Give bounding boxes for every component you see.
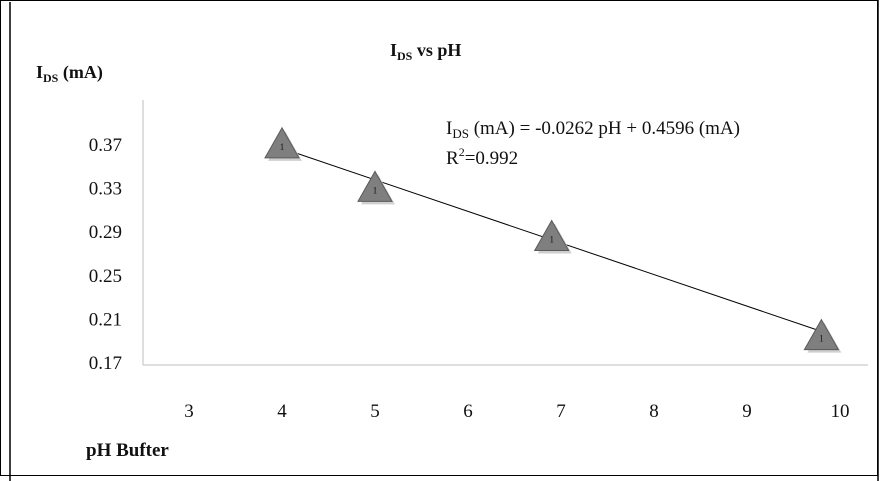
x-tick-label: 3	[184, 401, 194, 422]
x-tick-label: 8	[649, 401, 659, 422]
y-tick-label: 0.21	[89, 309, 122, 330]
y-tick-label: 0.25	[89, 266, 122, 287]
marker-label: 1	[549, 234, 554, 244]
ylabel-rest: (mA)	[58, 62, 102, 83]
r2-rest: =0.992	[465, 148, 518, 169]
trendline-equation: IDS (mA) = -0.0262 pH + 0.4596 (mA)	[446, 118, 740, 141]
eq-main: I	[446, 118, 452, 139]
x-tick-label: 9	[742, 401, 752, 422]
x-axis-label: pH Bufter	[86, 440, 169, 461]
marker-triangle	[357, 170, 393, 202]
eq-sub: DS	[452, 126, 469, 141]
y-tick-label: 0.29	[89, 222, 122, 243]
marker-triangle	[264, 126, 300, 159]
marker-label: 1	[280, 142, 285, 152]
title-rest: vs pH	[412, 40, 461, 60]
chart-title: IDS vs pH	[390, 40, 461, 63]
y-tick-label: 0.33	[89, 179, 122, 200]
x-tick-label: 6	[463, 401, 473, 422]
title-sub: DS	[397, 49, 413, 63]
marker-triangle	[803, 318, 840, 351]
y-axis-label: IDS (mA)	[36, 62, 103, 85]
data-point: 1	[533, 219, 572, 254]
x-tick-labels: 3 4 5 6 7 8 9 10	[184, 401, 849, 422]
r-squared: R2=0.992	[446, 145, 518, 169]
y-tick-label: 0.37	[89, 135, 122, 156]
x-tick-label: 10	[831, 401, 850, 422]
eq-rest: (mA) = -0.0262 pH + 0.4596 (mA)	[469, 118, 740, 139]
data-points: 1 1 1 1	[264, 126, 842, 353]
r2-sup: 2	[459, 145, 465, 159]
y-tick-labels: 0.37 0.33 0.29 0.25 0.21 0.17	[89, 135, 122, 374]
marker-label: 1	[819, 334, 824, 344]
r2-prefix: R	[446, 148, 459, 169]
marker-triangle	[533, 219, 570, 251]
x-tick-label: 7	[556, 401, 566, 422]
data-point: 1	[264, 126, 302, 161]
y-tick-label: 0.17	[89, 353, 122, 374]
ylabel-sub: DS	[43, 71, 59, 85]
data-point: 1	[803, 318, 842, 353]
x-tick-label: 5	[370, 401, 380, 422]
title-main: I	[390, 40, 397, 60]
marker-label: 1	[373, 185, 378, 195]
ylabel-main: I	[36, 62, 43, 82]
x-tick-label: 4	[277, 401, 287, 422]
data-point: 1	[357, 170, 395, 205]
